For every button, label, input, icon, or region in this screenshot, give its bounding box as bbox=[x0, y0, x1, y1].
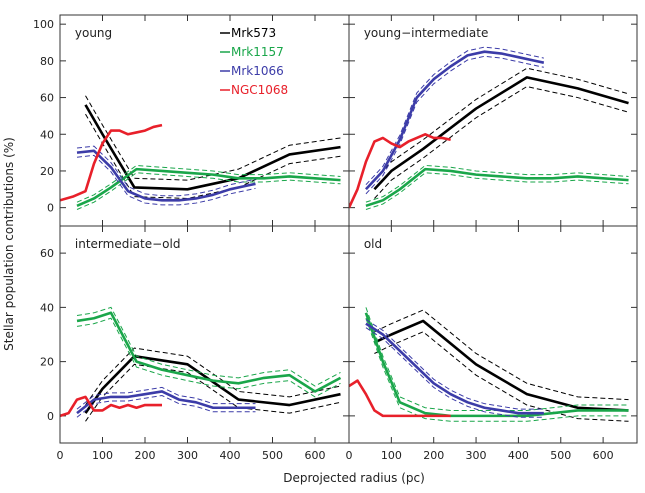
panel-title: old bbox=[364, 237, 382, 251]
series-line bbox=[60, 395, 162, 418]
series-error-band bbox=[85, 347, 341, 406]
legend-item: NGC1068 bbox=[220, 83, 288, 97]
series-line bbox=[84, 104, 341, 191]
series-line bbox=[76, 311, 342, 393]
panel-2: young−intermediate bbox=[348, 14, 638, 227]
x-tick-label: 0 bbox=[57, 449, 64, 462]
y-tick-label: 20 bbox=[40, 165, 54, 178]
x-tick-label: 300 bbox=[177, 449, 198, 462]
series-error-band bbox=[76, 154, 256, 206]
series-line bbox=[349, 132, 451, 209]
y-tick-label: 40 bbox=[40, 301, 54, 314]
x-tick-label: 100 bbox=[381, 449, 402, 462]
legend-item: Mrk1157 bbox=[220, 45, 284, 59]
series-error-band bbox=[374, 86, 629, 199]
panel-title: intermediate−old bbox=[75, 237, 181, 251]
series-error-band bbox=[85, 363, 341, 422]
series-error-band bbox=[365, 172, 629, 210]
panel-data bbox=[349, 46, 629, 210]
series-error-band bbox=[365, 55, 544, 195]
panel-3: 0 100 200 300 400 500 600 0 20 40 60 intermediate−o… bbox=[40, 225, 350, 462]
series-line bbox=[76, 390, 256, 415]
legend-label: Mrk1066 bbox=[231, 64, 284, 78]
series-error-band bbox=[374, 309, 629, 401]
y-tick-label: 0 bbox=[47, 410, 54, 423]
legend-label: NGC1068 bbox=[231, 83, 288, 97]
series-line bbox=[365, 167, 629, 208]
series-error-band bbox=[365, 307, 629, 411]
series-error-band bbox=[76, 395, 256, 418]
y-tick-label: 80 bbox=[40, 55, 54, 68]
series-line bbox=[373, 319, 629, 412]
legend-item: Mrk1066 bbox=[220, 64, 284, 78]
panel-4: 0 100 200 300 400 500 600 old bbox=[346, 225, 638, 462]
series-error-band bbox=[365, 46, 544, 186]
series-error-band bbox=[76, 386, 256, 410]
x-tick-label: 400 bbox=[220, 449, 241, 462]
series-line bbox=[76, 167, 341, 208]
panel-frame bbox=[348, 225, 638, 444]
y-axis-label: Stellar population contributions (%) bbox=[2, 137, 16, 351]
panel-data bbox=[349, 307, 629, 422]
series-line bbox=[365, 322, 544, 415]
series-line bbox=[364, 312, 629, 418]
series-error-band bbox=[374, 331, 629, 422]
series-error-band bbox=[365, 327, 544, 418]
series-line bbox=[76, 149, 256, 202]
series-error-band bbox=[85, 95, 341, 181]
panel-1: 0 20 40 60 80 100 young bbox=[33, 14, 350, 227]
series-line bbox=[373, 76, 629, 191]
y-tick-label: 60 bbox=[40, 92, 54, 105]
panel-data bbox=[60, 95, 341, 210]
x-tick-label: 500 bbox=[262, 449, 283, 462]
y-tick-label: 0 bbox=[47, 202, 54, 215]
series-error-band bbox=[374, 67, 629, 181]
x-tick-label: 400 bbox=[508, 449, 529, 462]
series-error-band bbox=[76, 317, 341, 398]
x-tick-label: 100 bbox=[92, 449, 113, 462]
y-tick-label: 60 bbox=[40, 247, 54, 260]
series-error-band bbox=[365, 319, 544, 410]
x-tick-label: 0 bbox=[346, 449, 353, 462]
series-error-band bbox=[76, 306, 341, 387]
panel-title: young−intermediate bbox=[364, 26, 489, 40]
x-tick-label: 200 bbox=[135, 449, 156, 462]
series-line bbox=[60, 123, 163, 202]
series-line bbox=[84, 354, 341, 414]
panel-frame bbox=[59, 14, 350, 227]
x-tick-label: 500 bbox=[550, 449, 571, 462]
series-error-band bbox=[365, 318, 629, 422]
series-line bbox=[349, 379, 451, 418]
legend-label: Mrk573 bbox=[231, 26, 276, 40]
legend-item: Mrk573 bbox=[220, 26, 276, 40]
x-tick-label: 300 bbox=[466, 449, 487, 462]
x-tick-label: 600 bbox=[305, 449, 326, 462]
series-error-band bbox=[365, 164, 629, 203]
x-tick-label: 200 bbox=[423, 449, 444, 462]
panels-layer: 0 20 40 60 80 100 young young−intermediate 0 100 2… bbox=[33, 14, 638, 462]
legend-label: Mrk1157 bbox=[231, 45, 284, 59]
y-tick-label: 100 bbox=[33, 18, 54, 31]
panel-title: young bbox=[75, 26, 112, 40]
y-tick-label: 20 bbox=[40, 356, 54, 369]
x-tick-label: 600 bbox=[593, 449, 614, 462]
series-error-band bbox=[76, 145, 256, 197]
x-axis-label: Deprojected radius (pc) bbox=[283, 471, 425, 485]
series-error-band bbox=[76, 164, 341, 203]
series-error-band bbox=[76, 172, 341, 210]
panel-data bbox=[60, 306, 342, 422]
y-tick-label: 40 bbox=[40, 128, 54, 141]
